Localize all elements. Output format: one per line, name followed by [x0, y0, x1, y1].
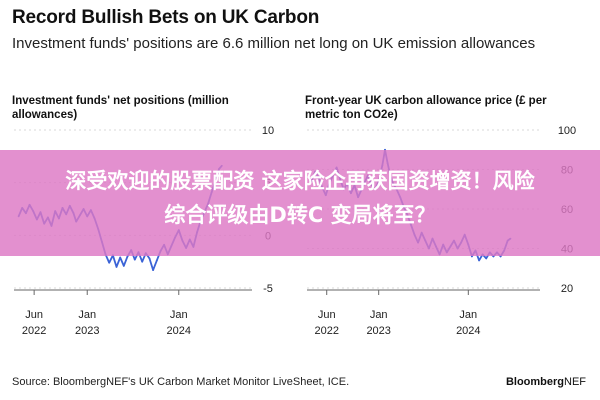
chart2-title: Front-year UK carbon allowance price (£ …: [305, 95, 547, 121]
chart1-data-point: [115, 266, 118, 268]
chart2-ytick-label: 100: [558, 125, 576, 137]
page-title: Record Bullish Bets on UK Carbon: [12, 7, 320, 28]
chart1-xtick-year: 2024: [167, 325, 191, 337]
promo-banner: [0, 150, 600, 256]
brand-logo-thin: NEF: [564, 376, 586, 388]
promo-banner-line1: 深受欢迎的股票配资 这家险企再获国资增资！风险: [65, 169, 535, 193]
chart2-data-point: [485, 257, 488, 260]
chart1-data-point: [122, 265, 125, 267]
chart1-data-point: [119, 256, 122, 259]
chart1-ytick-label: -5: [263, 283, 273, 295]
brand-logo-bold: Bloomberg: [505, 376, 564, 388]
chart1-data-point: [108, 261, 111, 264]
chart1-xtick-year: 2022: [22, 325, 46, 337]
brand-logo: BloombergNEF: [506, 376, 586, 388]
chart2-xtick-label: Jan: [370, 309, 388, 321]
chart1-xtick-label: Jan: [170, 309, 188, 321]
promo-banner-line2: 综合评级由D转C 变局将至？: [164, 203, 436, 227]
chart1-data-point: [152, 269, 155, 271]
promo-banner-text: 深受欢迎的股票配资 这家险企再获国资增资！风险 综合评级由D转C 变局将至？: [10, 164, 590, 232]
chart1-data-point: [141, 260, 144, 263]
chart1-data-point: [155, 259, 158, 262]
chart2-xtick-label: Jan: [459, 309, 477, 321]
chart1-xtick-label: Jun: [25, 309, 43, 321]
chart1-title: Investment funds' net positions (million…: [12, 95, 229, 121]
chart2-ytick-label: 20: [561, 283, 573, 295]
chart1-ytick-label: 10: [262, 125, 274, 137]
chart2-xtick-year: 2022: [314, 325, 338, 337]
chart2-xtick-year: 2023: [366, 325, 390, 337]
source-note: Source: BloombergNEF's UK Carbon Market …: [12, 376, 350, 388]
chart1-data-point: [133, 258, 136, 261]
chart1-data-point: [148, 257, 151, 260]
page-subtitle: Investment funds' positions are 6.6 mill…: [12, 35, 536, 52]
chart2-data-point: [478, 259, 480, 262]
chart2-xtick-label: Jun: [318, 309, 336, 321]
chart1-xtick-year: 2023: [75, 325, 99, 337]
chart1-xtick-label: Jan: [78, 309, 96, 321]
chart2-xtick-year: 2024: [456, 325, 480, 337]
